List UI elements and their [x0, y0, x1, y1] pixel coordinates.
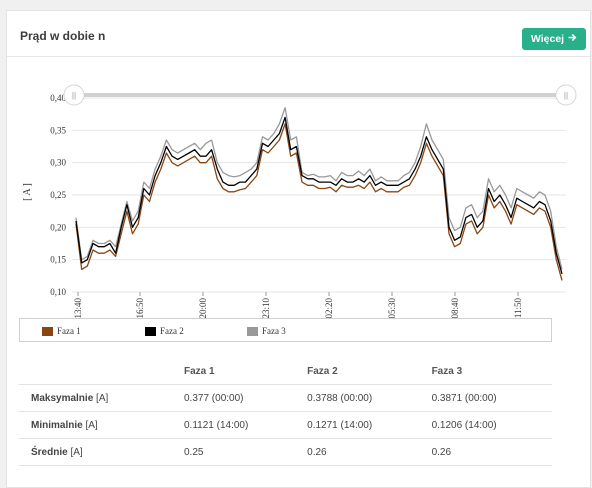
x-tick-label: 02:20	[324, 298, 334, 319]
y-tick-label: 0,35	[50, 125, 66, 135]
legend-item-faza-1[interactable]: Faza 1	[42, 326, 81, 336]
stats-header-faza-3: Faza 3	[427, 358, 552, 385]
y-tick-label: 0,10	[50, 287, 66, 297]
stats-header-row: Faza 1 Faza 2 Faza 3	[19, 358, 552, 385]
series-line-faza-3	[75, 107, 563, 270]
y-tick-label: 0,40	[50, 93, 66, 103]
table-row: Średnie [A] 0.25 0.26 0.26	[19, 438, 552, 466]
legend-label: Faza 1	[57, 326, 81, 336]
series-line-faza-2	[75, 116, 563, 275]
x-tick-label: 20:00	[198, 298, 208, 319]
arrow-right-icon	[568, 33, 577, 45]
table-cell: 0.377 (00:00)	[180, 384, 304, 412]
table-cell: 0.25	[180, 438, 304, 466]
y-tick-label: 0,25	[50, 190, 66, 200]
x-tick-label: 23:10	[261, 298, 271, 319]
svg-text:||: ||	[564, 91, 568, 100]
row-label: Średnie [A]	[19, 438, 180, 466]
table-cell: 0.26	[427, 438, 552, 466]
series-line-faza-1	[75, 123, 563, 281]
stats-header-empty	[19, 358, 180, 385]
legend-label: Faza 2	[160, 326, 184, 336]
range-slider-left-handle[interactable]	[63, 84, 85, 106]
legend-swatch	[42, 326, 53, 336]
table-cell: 0.1206 (14:00)	[427, 411, 552, 439]
table-cell: 0.1271 (14:00)	[303, 411, 428, 439]
legend-label: Faza 3	[262, 326, 286, 336]
more-button-label: Więcej	[530, 33, 565, 45]
x-tick-label: 13:40	[73, 298, 83, 319]
table-cell: 0.1121 (14:00)	[180, 411, 304, 439]
legend-item-faza-3[interactable]: Faza 3	[247, 326, 286, 336]
stats-header-faza-1: Faza 1	[180, 358, 304, 385]
chart-grid	[72, 97, 566, 293]
card-header: Prąd w dobie n Więcej	[7, 11, 590, 57]
x-tick-label: 05:30	[387, 298, 397, 319]
current-chart: 0,10 0,15 0,20 0,25 0,30 0,35 0,40 13:40 16:50 2…	[22, 84, 577, 319]
legend-swatch	[145, 326, 156, 336]
legend-item-faza-2[interactable]: Faza 2	[145, 326, 184, 336]
y-tick-label: 0,30	[50, 158, 66, 168]
chart-series	[75, 107, 563, 281]
y-axis-label: [ A ]	[22, 183, 33, 201]
row-label: Minimalnie [A]	[19, 411, 180, 439]
x-tick-label: 11:50	[513, 298, 523, 319]
x-tick-label: 08:40	[450, 298, 460, 319]
legend-swatch	[247, 326, 258, 336]
range-slider-right-handle[interactable]	[555, 84, 577, 106]
x-axis-ticks: 13:40 16:50 20:00 23:10 02:20 05:30 08:40 11:50	[73, 292, 523, 319]
row-label: Maksymalnie [A]	[19, 384, 180, 412]
stats-header-faza-2: Faza 2	[303, 358, 428, 385]
stats-table: Faza 1 Faza 2 Faza 3 Maksymalnie [A] 0.3…	[19, 358, 552, 466]
svg-text:||: ||	[72, 91, 76, 100]
y-tick-label: 0,15	[50, 255, 66, 265]
table-cell: 0.26	[303, 438, 428, 466]
table-cell: 0.3788 (00:00)	[303, 384, 428, 412]
y-axis-ticks: 0,10 0,15 0,20 0,25 0,30 0,35 0,40	[50, 93, 66, 297]
table-row: Minimalnie [A] 0.1121 (14:00) 0.1271 (14…	[19, 411, 552, 439]
table-row: Maksymalnie [A] 0.377 (00:00) 0.3788 (00…	[19, 384, 552, 412]
chart-legend: Faza 1 Faza 2 Faza 3	[19, 318, 552, 342]
y-tick-label: 0,20	[50, 222, 66, 232]
table-cell: 0.3871 (00:00)	[427, 384, 552, 412]
card-title: Prąd w dobie n	[20, 29, 106, 43]
x-tick-label: 16:50	[135, 298, 145, 319]
range-slider[interactable]: || ||	[63, 84, 577, 106]
more-button[interactable]: Więcej	[522, 28, 586, 50]
